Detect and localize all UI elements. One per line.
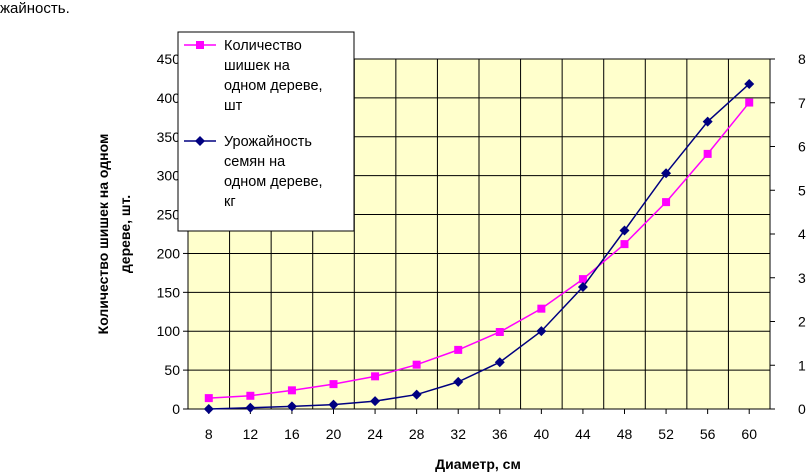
legend-box xyxy=(177,31,355,232)
data-point xyxy=(453,376,464,387)
data-point xyxy=(287,386,296,395)
series xyxy=(203,78,755,414)
x-tick-label: 28 xyxy=(409,426,425,442)
x-tick-label: 12 xyxy=(243,426,259,442)
legend: Количество шишек на одном дереве, шт Урожайн… xyxy=(177,31,355,232)
data-point xyxy=(203,404,214,414)
header-text-fragment: жайность. xyxy=(0,0,70,17)
right-tick-label: 8 xyxy=(798,51,806,67)
left-tick-label: 0 xyxy=(172,401,180,417)
legend-label-line: Количество xyxy=(224,38,302,54)
series-2 xyxy=(203,78,755,414)
x-tick-label: 56 xyxy=(700,426,716,442)
legend-entry-1: Количество шишек на одном дереве, шт xyxy=(184,38,323,114)
y-axis-title: Количество шишек на одном дереве, шт. xyxy=(95,134,133,335)
data-point xyxy=(620,240,629,249)
data-point xyxy=(619,225,630,236)
legend-swatch-marker xyxy=(195,136,205,146)
data-point xyxy=(204,394,213,403)
x-tick-label: 32 xyxy=(450,426,466,442)
data-point xyxy=(536,326,547,337)
x-tick-label: 20 xyxy=(326,426,342,442)
right-tick-label: 4 xyxy=(798,226,806,242)
left-tick-label: 250 xyxy=(157,207,181,223)
legend-entry-2: Урожайность семян на одном дереве, кг xyxy=(184,134,323,210)
x-tick-label: 44 xyxy=(575,426,591,442)
legend-label-line: кг xyxy=(224,194,236,210)
data-point xyxy=(494,357,505,368)
data-point xyxy=(246,391,255,400)
x-tick-label: 24 xyxy=(367,426,383,442)
left-tick-label: 100 xyxy=(157,323,181,339)
right-tick-label: 2 xyxy=(798,314,806,330)
x-tick-label: 16 xyxy=(284,426,300,442)
y-axis-title-line: дереве, шт. xyxy=(117,195,133,273)
legend-label-line: семян на xyxy=(224,154,286,170)
data-point xyxy=(745,98,754,107)
legend-label-line: Урожайность xyxy=(224,134,312,150)
data-point xyxy=(371,372,380,381)
legend-label-line: шишек на xyxy=(224,58,291,74)
left-axis: 0 50 100 150 200 250 300 350 400 450 xyxy=(157,51,188,417)
right-tick-label: 5 xyxy=(798,182,806,198)
x-tick-label: 36 xyxy=(492,426,508,442)
right-tick-label: 7 xyxy=(798,95,806,111)
data-point xyxy=(662,198,671,207)
left-tick-label: 400 xyxy=(157,90,181,106)
x-axis: 8 12 16 20 24 28 32 36 40 44 48 52 56 60 xyxy=(205,409,757,442)
series-1 xyxy=(204,98,754,403)
left-tick-label: 350 xyxy=(157,129,181,145)
legend-label-line: одном дереве, xyxy=(224,78,323,94)
data-point xyxy=(245,402,256,413)
right-tick-label: 3 xyxy=(798,270,806,286)
series-line xyxy=(208,102,750,399)
x-tick-label: 8 xyxy=(205,426,213,442)
data-point xyxy=(703,149,712,158)
x-tick-label: 40 xyxy=(534,426,550,442)
left-tick-label: 50 xyxy=(164,362,180,378)
data-point xyxy=(495,328,504,336)
data-point xyxy=(578,275,587,284)
data-point xyxy=(661,168,672,179)
data-point xyxy=(744,78,755,89)
x-axis-title: Диаметр, см xyxy=(435,456,521,472)
x-tick-label: 52 xyxy=(658,426,674,442)
data-point xyxy=(702,116,713,127)
left-tick-label: 300 xyxy=(157,168,181,184)
left-tick-label: 200 xyxy=(157,245,181,261)
data-point xyxy=(412,360,421,369)
data-point xyxy=(286,401,297,412)
data-point xyxy=(411,389,422,400)
right-axis: 0 1 2 3 4 5 6 7 8 xyxy=(770,51,806,417)
y-axis-title-line: Количество шишек на одном xyxy=(95,134,111,335)
x-tick-label: 48 xyxy=(617,426,633,442)
data-point xyxy=(370,396,381,407)
legend-swatch-marker xyxy=(196,41,204,49)
right-tick-label: 6 xyxy=(798,139,806,155)
series-line xyxy=(208,83,750,410)
legend-label-line: одном дереве, xyxy=(224,174,323,190)
data-point xyxy=(329,380,338,389)
data-point xyxy=(328,399,339,410)
data-point xyxy=(537,304,546,313)
data-point xyxy=(454,345,463,354)
left-tick-label: 150 xyxy=(157,284,181,300)
right-tick-label: 0 xyxy=(798,401,806,417)
data-point xyxy=(577,281,588,292)
x-tick-label: 60 xyxy=(741,426,757,442)
legend-label-line: шт xyxy=(224,98,243,114)
left-tick-label: 450 xyxy=(157,51,181,67)
right-tick-label: 1 xyxy=(798,357,806,373)
